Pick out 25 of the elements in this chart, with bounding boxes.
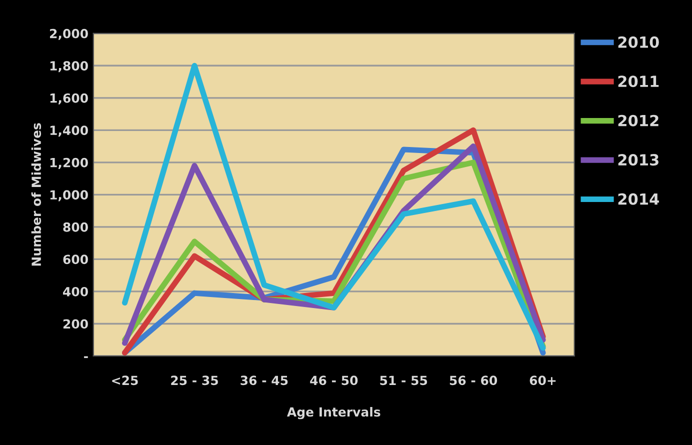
legend-label: 2013 (618, 154, 658, 166)
y-tick-label: 200 (63, 319, 88, 329)
y-tick-label: 1,800 (50, 61, 88, 72)
x-tick-label: 36 - 45 (240, 376, 288, 386)
legend-label: 2014 (618, 193, 659, 205)
legend-label: 2011 (618, 76, 659, 88)
x-tick-label: <25 (112, 376, 138, 386)
y-tick-label: 600 (63, 254, 88, 264)
y-axis-title: Number of Midwives (31, 123, 42, 266)
y-tick-label: 1,200 (50, 158, 88, 169)
y-tick-label: 1,000 (50, 190, 88, 202)
x-tick-label: 56 - 60 (450, 376, 498, 386)
y-tick-label: 1,600 (50, 93, 88, 104)
y-tick-label: 1,400 (50, 126, 88, 137)
x-tick-label: 60+ (530, 376, 556, 386)
y-tick-label: 800 (63, 222, 88, 232)
y-tick-label: 400 (63, 286, 88, 296)
x-tick-label: 51 - 55 (380, 376, 428, 386)
x-tick-label: 25 - 35 (171, 376, 218, 386)
x-axis-title: Age Intervals (286, 406, 380, 420)
legend-label: 2012 (618, 114, 658, 126)
legend-label: 2010 (618, 36, 659, 48)
y-tick-label: 2,000 (50, 28, 88, 40)
x-tick-label: 46 - 50 (310, 376, 358, 386)
y-tick-label: - (84, 356, 88, 358)
